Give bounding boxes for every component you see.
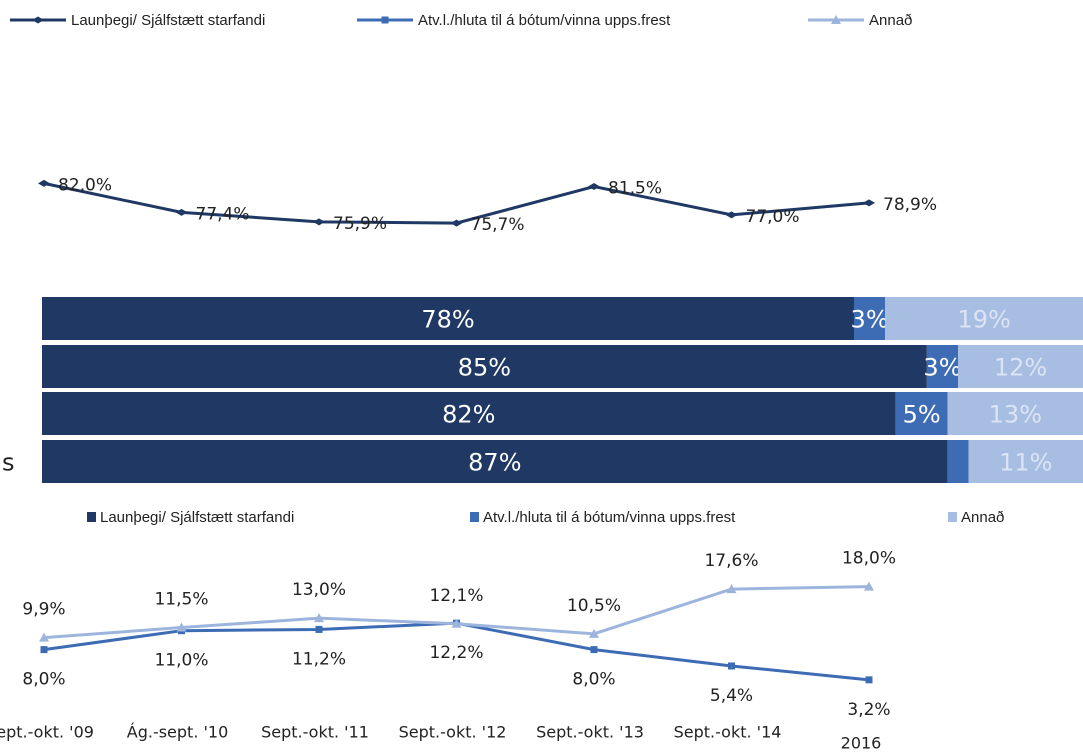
data-label: 13,0% xyxy=(292,580,346,600)
marker xyxy=(588,183,600,191)
data-label: 5,4% xyxy=(710,686,753,706)
x-tick-label: Ág.-sept. '10 xyxy=(127,723,229,742)
data-label: 13% xyxy=(989,401,1042,429)
legend-swatch xyxy=(87,512,96,522)
marker xyxy=(32,16,44,24)
marker xyxy=(864,581,874,591)
bar-segment xyxy=(853,297,886,340)
bar-segment xyxy=(947,440,969,483)
marker xyxy=(314,613,324,623)
data-label: 81,5% xyxy=(608,179,662,199)
legend-label: Annað xyxy=(961,509,1004,526)
x-tick-label: Sept.-okt. '09 xyxy=(0,723,94,742)
marker xyxy=(313,218,325,226)
legend-label: Launþegi/ Sjálfstætt starfandi xyxy=(71,12,265,29)
data-label: 78,9% xyxy=(883,195,937,215)
legend-label: Annað xyxy=(869,12,912,29)
data-label: 3,2% xyxy=(847,700,890,720)
marker xyxy=(38,179,50,187)
data-label: 9,9% xyxy=(22,600,65,620)
data-label: 77,4% xyxy=(196,204,250,224)
data-label: 11,0% xyxy=(154,651,208,671)
marker xyxy=(728,662,735,670)
marker xyxy=(589,628,599,638)
data-label: 10,5% xyxy=(567,596,621,616)
marker xyxy=(40,646,48,654)
bar-segment xyxy=(42,297,854,340)
data-label: 18,0% xyxy=(842,549,896,569)
data-label: 82% xyxy=(442,401,495,429)
data-label: 11,5% xyxy=(154,590,208,610)
data-label: 17,6% xyxy=(704,551,758,571)
data-label: 12,1% xyxy=(429,586,483,606)
data-label: 8,0% xyxy=(572,670,615,690)
data-label: 11% xyxy=(999,449,1052,477)
legend-swatch xyxy=(948,512,957,522)
data-label: 75,7% xyxy=(471,215,525,235)
marker xyxy=(175,208,188,216)
bar-segment xyxy=(947,392,1083,435)
bar-segment xyxy=(42,440,948,483)
marker xyxy=(726,584,737,594)
marker xyxy=(176,622,187,632)
data-label: 82,0% xyxy=(58,175,112,195)
y-tick-label: s xyxy=(2,449,15,477)
marker xyxy=(865,676,873,684)
data-label: 12% xyxy=(994,354,1047,382)
bar-segment xyxy=(968,440,1083,483)
bar-segment xyxy=(885,297,1083,340)
x-tick-label: Sept.-okt. '12 xyxy=(399,723,507,742)
marker xyxy=(450,219,463,227)
marker xyxy=(381,16,389,24)
data-label: 3% xyxy=(923,354,961,382)
marker xyxy=(863,199,875,207)
marker xyxy=(451,618,462,628)
bar-segment xyxy=(895,392,948,435)
bar-segment xyxy=(42,345,927,388)
data-label: 8,0% xyxy=(22,670,65,690)
data-label: 85% xyxy=(458,354,511,382)
data-label: 3% xyxy=(851,306,889,334)
bar-segment xyxy=(926,345,959,388)
marker xyxy=(590,646,598,654)
data-label: 77,0% xyxy=(746,207,800,227)
data-label: 87% xyxy=(468,449,521,477)
legend-label: Launþegi/ Sjálfstætt starfandi xyxy=(100,509,294,526)
legend-label: Atv.l./hluta til á bótum/vinna upps.fres… xyxy=(483,509,736,526)
marker xyxy=(315,625,323,633)
bar-segment xyxy=(42,392,896,435)
data-label: 11,2% xyxy=(292,649,346,669)
x-tick-label: 2016 xyxy=(841,734,882,753)
data-label: 78% xyxy=(421,306,474,334)
x-tick-label: Sept.-okt. '11 xyxy=(261,723,369,742)
legend-label: Atv.l./hluta til á bótum/vinna upps.fres… xyxy=(418,12,671,29)
x-tick-label: Sept.-okt. '14 xyxy=(674,723,782,742)
data-label: 19% xyxy=(957,306,1010,334)
data-label: 5% xyxy=(903,401,941,429)
data-label: 12,2% xyxy=(429,643,483,663)
data-label: 75,9% xyxy=(333,214,387,234)
x-tick-label: Sept.-okt. '13 xyxy=(536,723,644,742)
marker xyxy=(725,211,738,219)
marker xyxy=(39,632,49,642)
marker xyxy=(831,15,841,24)
bar-segment xyxy=(958,345,1083,388)
legend-swatch xyxy=(470,512,479,522)
